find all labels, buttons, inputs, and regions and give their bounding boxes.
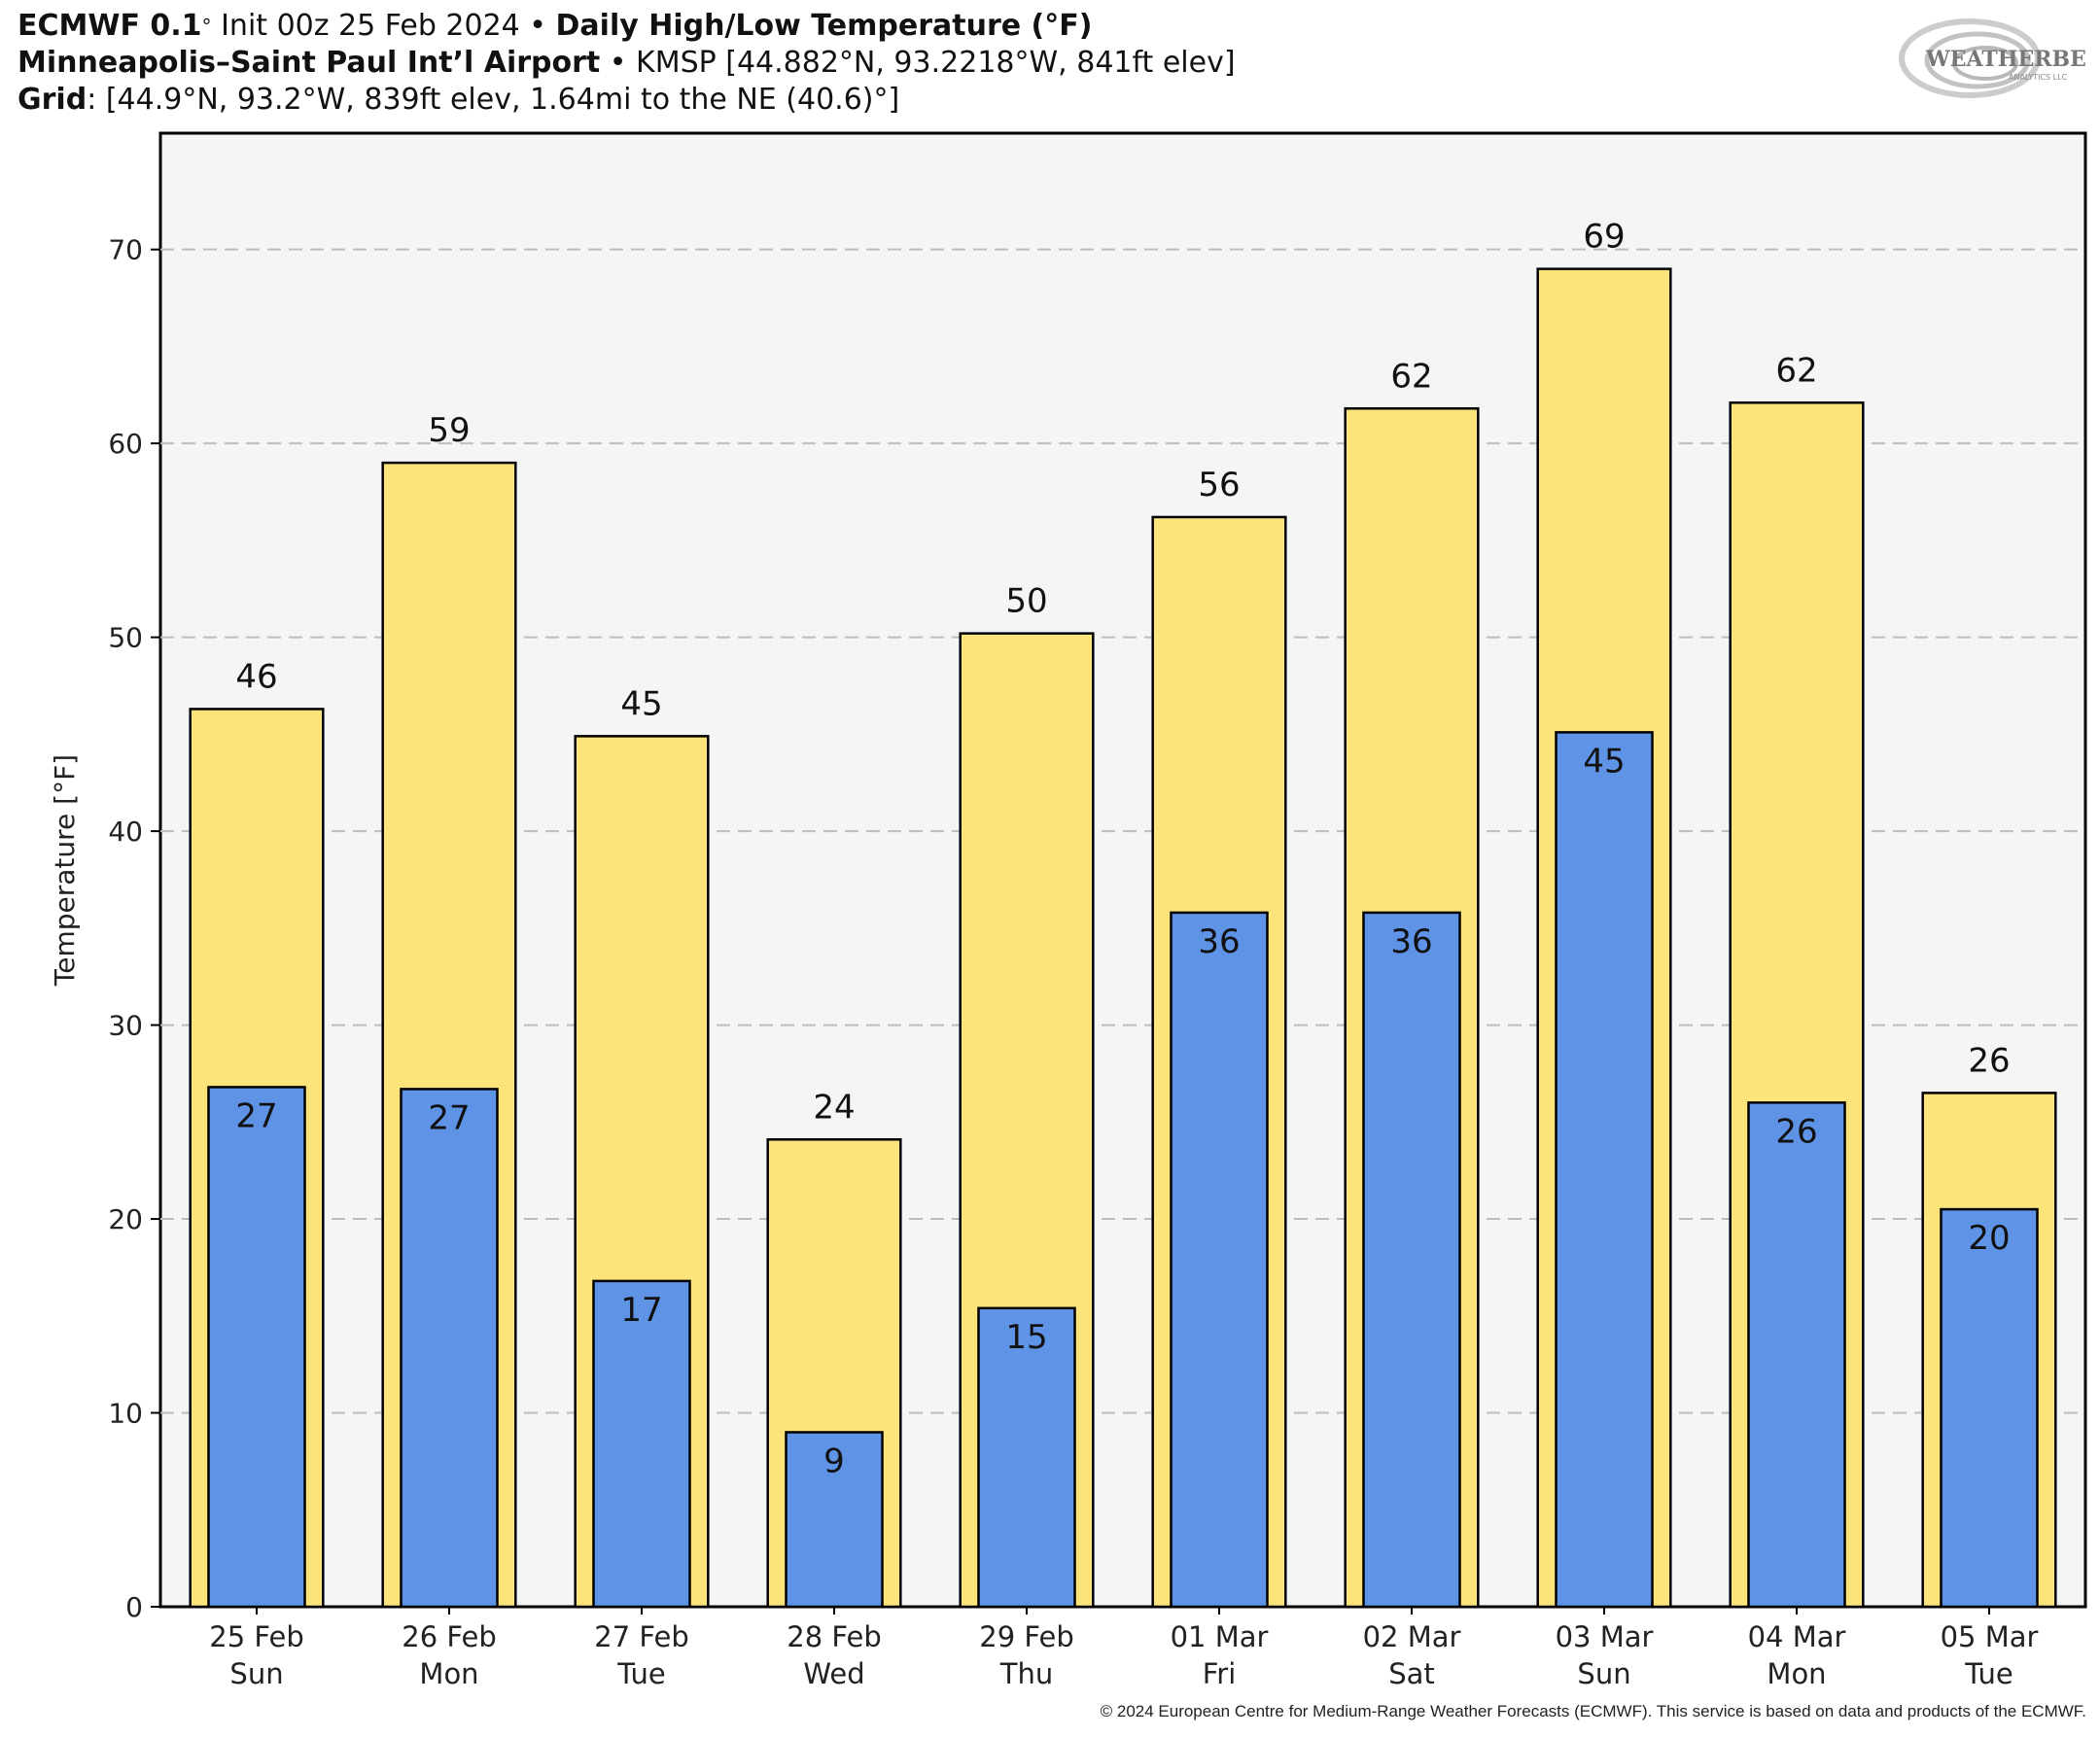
low-value-label: 15 xyxy=(1005,1318,1047,1357)
logo-subtext: ANALYTICS LLC xyxy=(2009,73,2068,82)
copyright-notice: © 2024 European Centre for Medium-Range … xyxy=(1100,1702,2086,1720)
high-value-label: 46 xyxy=(235,657,277,696)
station-info: • KMSP [44.882°N, 93.2218°W, 841ft elev] xyxy=(600,46,1236,80)
x-tick-date: 03 Mar xyxy=(1556,1620,1654,1653)
x-tick-day: Sun xyxy=(1577,1657,1630,1690)
x-tick-day: Sun xyxy=(229,1657,283,1690)
low-value-label: 45 xyxy=(1583,742,1625,781)
low-value-label: 20 xyxy=(1968,1219,2010,1258)
y-tick-label: 60 xyxy=(108,428,143,460)
high-value-label: 45 xyxy=(620,684,662,723)
init-time: Init 00z 25 Feb 2024 xyxy=(211,9,520,43)
y-tick-label: 20 xyxy=(108,1203,143,1235)
low-bar xyxy=(1747,1101,1846,1609)
logo-text: WEATHERBELL xyxy=(1925,47,2086,72)
low-bar xyxy=(785,1431,884,1609)
y-axis-ticks: 0 10 20 30 40 50 60 70 xyxy=(108,234,160,1623)
x-tick-date: 05 Mar xyxy=(1941,1620,2039,1653)
x-tick-date: 25 Feb xyxy=(209,1620,303,1653)
low-bar xyxy=(977,1306,1076,1609)
station-name: Minneapolis–Saint Paul Int’l Airport xyxy=(18,46,601,80)
x-axis-ticks: 25 Feb Sun 26 Feb Mon 27 Feb Tue 28 Feb Wed 29 F… xyxy=(209,1607,2038,1690)
y-axis-label: Temperature [°F] xyxy=(49,754,81,987)
low-value-label: 36 xyxy=(1198,922,1240,961)
grid-label: Grid xyxy=(18,83,88,117)
high-value-label: 69 xyxy=(1583,218,1625,257)
x-tick-day: Mon xyxy=(1767,1657,1826,1690)
header-line-2: Minneapolis–Saint Paul Int’l Airport • K… xyxy=(18,45,1236,82)
low-bar xyxy=(1940,1207,2039,1609)
swirl-logo-icon xyxy=(1899,18,2041,98)
x-tick-day: Wed xyxy=(803,1657,864,1690)
x-tick-day: Fri xyxy=(1203,1657,1237,1690)
high-value-label: 59 xyxy=(428,411,470,450)
x-tick-date: 04 Mar xyxy=(1748,1620,1846,1653)
chart-title: Daily High/Low Temperature (°F) xyxy=(555,9,1093,43)
x-tick-day: Thu xyxy=(999,1657,1053,1690)
x-tick-day: Tue xyxy=(616,1657,666,1690)
x-tick-date: 28 Feb xyxy=(787,1620,881,1653)
x-tick-date: 26 Feb xyxy=(402,1620,496,1653)
x-tick-day: Mon xyxy=(419,1657,478,1690)
grid-info: : [44.9°N, 93.2°W, 839ft elev, 1.64mi to… xyxy=(87,83,900,117)
y-tick-label: 50 xyxy=(108,622,143,654)
low-bar xyxy=(207,1086,306,1609)
bars-group: 46 27 59 27 45 17 24 9 50 15 56 36 62 36 69 45 62 26 26 20 xyxy=(189,218,2057,1609)
x-tick-date: 02 Mar xyxy=(1363,1620,1461,1653)
low-bar xyxy=(1362,911,1461,1609)
low-bar xyxy=(1170,911,1269,1609)
model-name: ECMWF 0.1 xyxy=(18,9,202,43)
low-value-label: 27 xyxy=(235,1096,277,1135)
high-value-label: 62 xyxy=(1390,357,1432,396)
low-bar xyxy=(1555,731,1654,1609)
weatherbell-logo: WEATHERBELL ANALYTICS LLC xyxy=(1899,18,2086,98)
high-value-label: 62 xyxy=(1775,351,1817,390)
y-tick-label: 10 xyxy=(108,1398,143,1430)
header-line-1: ECMWF 0.1° Init 00z 25 Feb 2024 • Daily … xyxy=(18,8,1236,45)
x-tick-day: Sat xyxy=(1388,1657,1435,1690)
chart-header: ECMWF 0.1° Init 00z 25 Feb 2024 • Daily … xyxy=(18,8,1236,119)
y-tick-label: 0 xyxy=(125,1591,143,1623)
degree-sup: ° xyxy=(201,15,212,38)
low-value-label: 17 xyxy=(620,1291,662,1330)
x-tick-date: 01 Mar xyxy=(1171,1620,1269,1653)
x-tick-day: Tue xyxy=(1964,1657,2013,1690)
header-line-3: Grid: [44.9°N, 93.2°W, 839ft elev, 1.64m… xyxy=(18,82,1236,119)
high-value-label: 50 xyxy=(1005,582,1047,621)
low-value-label: 9 xyxy=(823,1442,845,1480)
low-value-label: 27 xyxy=(428,1098,470,1137)
y-tick-label: 70 xyxy=(108,234,143,266)
high-value-label: 24 xyxy=(813,1088,855,1127)
low-bar xyxy=(400,1088,499,1609)
x-tick-date: 27 Feb xyxy=(594,1620,688,1653)
bullet-separator: • xyxy=(519,9,556,43)
low-bar xyxy=(592,1279,691,1609)
low-value-label: 36 xyxy=(1390,922,1432,961)
low-value-label: 26 xyxy=(1775,1112,1817,1151)
y-tick-label: 40 xyxy=(108,816,143,848)
high-value-label: 26 xyxy=(1968,1041,2010,1080)
high-value-label: 56 xyxy=(1198,466,1240,504)
y-tick-label: 30 xyxy=(108,1010,143,1042)
x-tick-date: 29 Feb xyxy=(979,1620,1073,1653)
